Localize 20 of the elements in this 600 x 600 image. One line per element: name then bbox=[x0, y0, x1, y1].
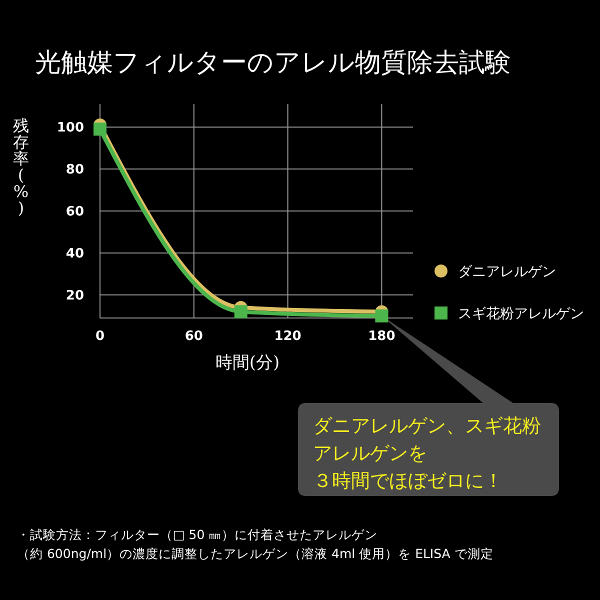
legend-label: スギ花粉アレルゲン bbox=[458, 306, 584, 322]
chart-title: 光触媒フィルターのアレル物質除去試験 bbox=[35, 48, 511, 78]
x-axis-title: 時間(分) bbox=[215, 353, 280, 373]
point bbox=[234, 305, 248, 318]
y-tick-label: 60 bbox=[66, 204, 84, 220]
text: ダニアレルゲン、スギ花粉アレルゲンを３時間でほぼゼロに！ bbox=[313, 415, 541, 492]
x-tick-label: 180 bbox=[368, 329, 396, 344]
y-tick-label: 80 bbox=[66, 162, 84, 178]
x-tick-label: 120 bbox=[274, 329, 302, 344]
text: （約 600ng/ml）の濃度に調整したアレルゲン（溶液 4ml 使用）を ELISA で測定 bbox=[17, 546, 494, 561]
point bbox=[375, 309, 388, 322]
point bbox=[94, 122, 106, 136]
legend-label: ダニアレルゲン bbox=[458, 264, 556, 280]
y-axis-title: 残存率(%) bbox=[13, 116, 29, 218]
text: ・試験方法：フィルター（□ 50 ㎜）に付着させたアレルゲン bbox=[17, 527, 378, 542]
y-tick-label: 40 bbox=[66, 246, 84, 262]
y-tick-label: 20 bbox=[66, 288, 84, 304]
x-tick-label: 60 bbox=[184, 329, 203, 344]
x-tick-label: 0 bbox=[95, 329, 105, 344]
y-tick-label: 100 bbox=[56, 120, 84, 136]
